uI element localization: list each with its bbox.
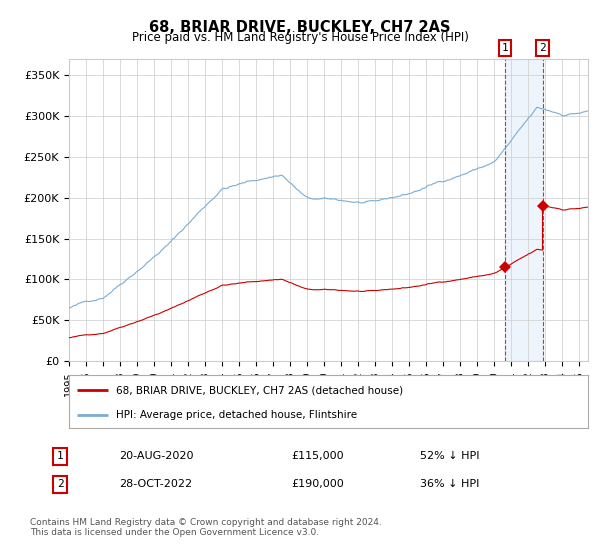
Text: 2: 2	[56, 479, 64, 489]
Text: £115,000: £115,000	[292, 451, 344, 461]
Text: 20-AUG-2020: 20-AUG-2020	[119, 451, 193, 461]
Text: 28-OCT-2022: 28-OCT-2022	[119, 479, 193, 489]
Text: 68, BRIAR DRIVE, BUCKLEY, CH7 2AS (detached house): 68, BRIAR DRIVE, BUCKLEY, CH7 2AS (detac…	[116, 385, 403, 395]
Text: 68, BRIAR DRIVE, BUCKLEY, CH7 2AS: 68, BRIAR DRIVE, BUCKLEY, CH7 2AS	[149, 20, 451, 35]
Text: HPI: Average price, detached house, Flintshire: HPI: Average price, detached house, Flin…	[116, 410, 357, 420]
Text: £190,000: £190,000	[292, 479, 344, 489]
Bar	[505, 59, 542, 361]
Text: Contains HM Land Registry data © Crown copyright and database right 2024.
This d: Contains HM Land Registry data © Crown c…	[30, 518, 382, 538]
Text: 36% ↓ HPI: 36% ↓ HPI	[421, 479, 479, 489]
Text: Price paid vs. HM Land Registry's House Price Index (HPI): Price paid vs. HM Land Registry's House …	[131, 31, 469, 44]
Text: 1: 1	[56, 451, 64, 461]
Text: 1: 1	[502, 43, 509, 53]
Text: 2: 2	[539, 43, 546, 53]
Text: 52% ↓ HPI: 52% ↓ HPI	[420, 451, 480, 461]
